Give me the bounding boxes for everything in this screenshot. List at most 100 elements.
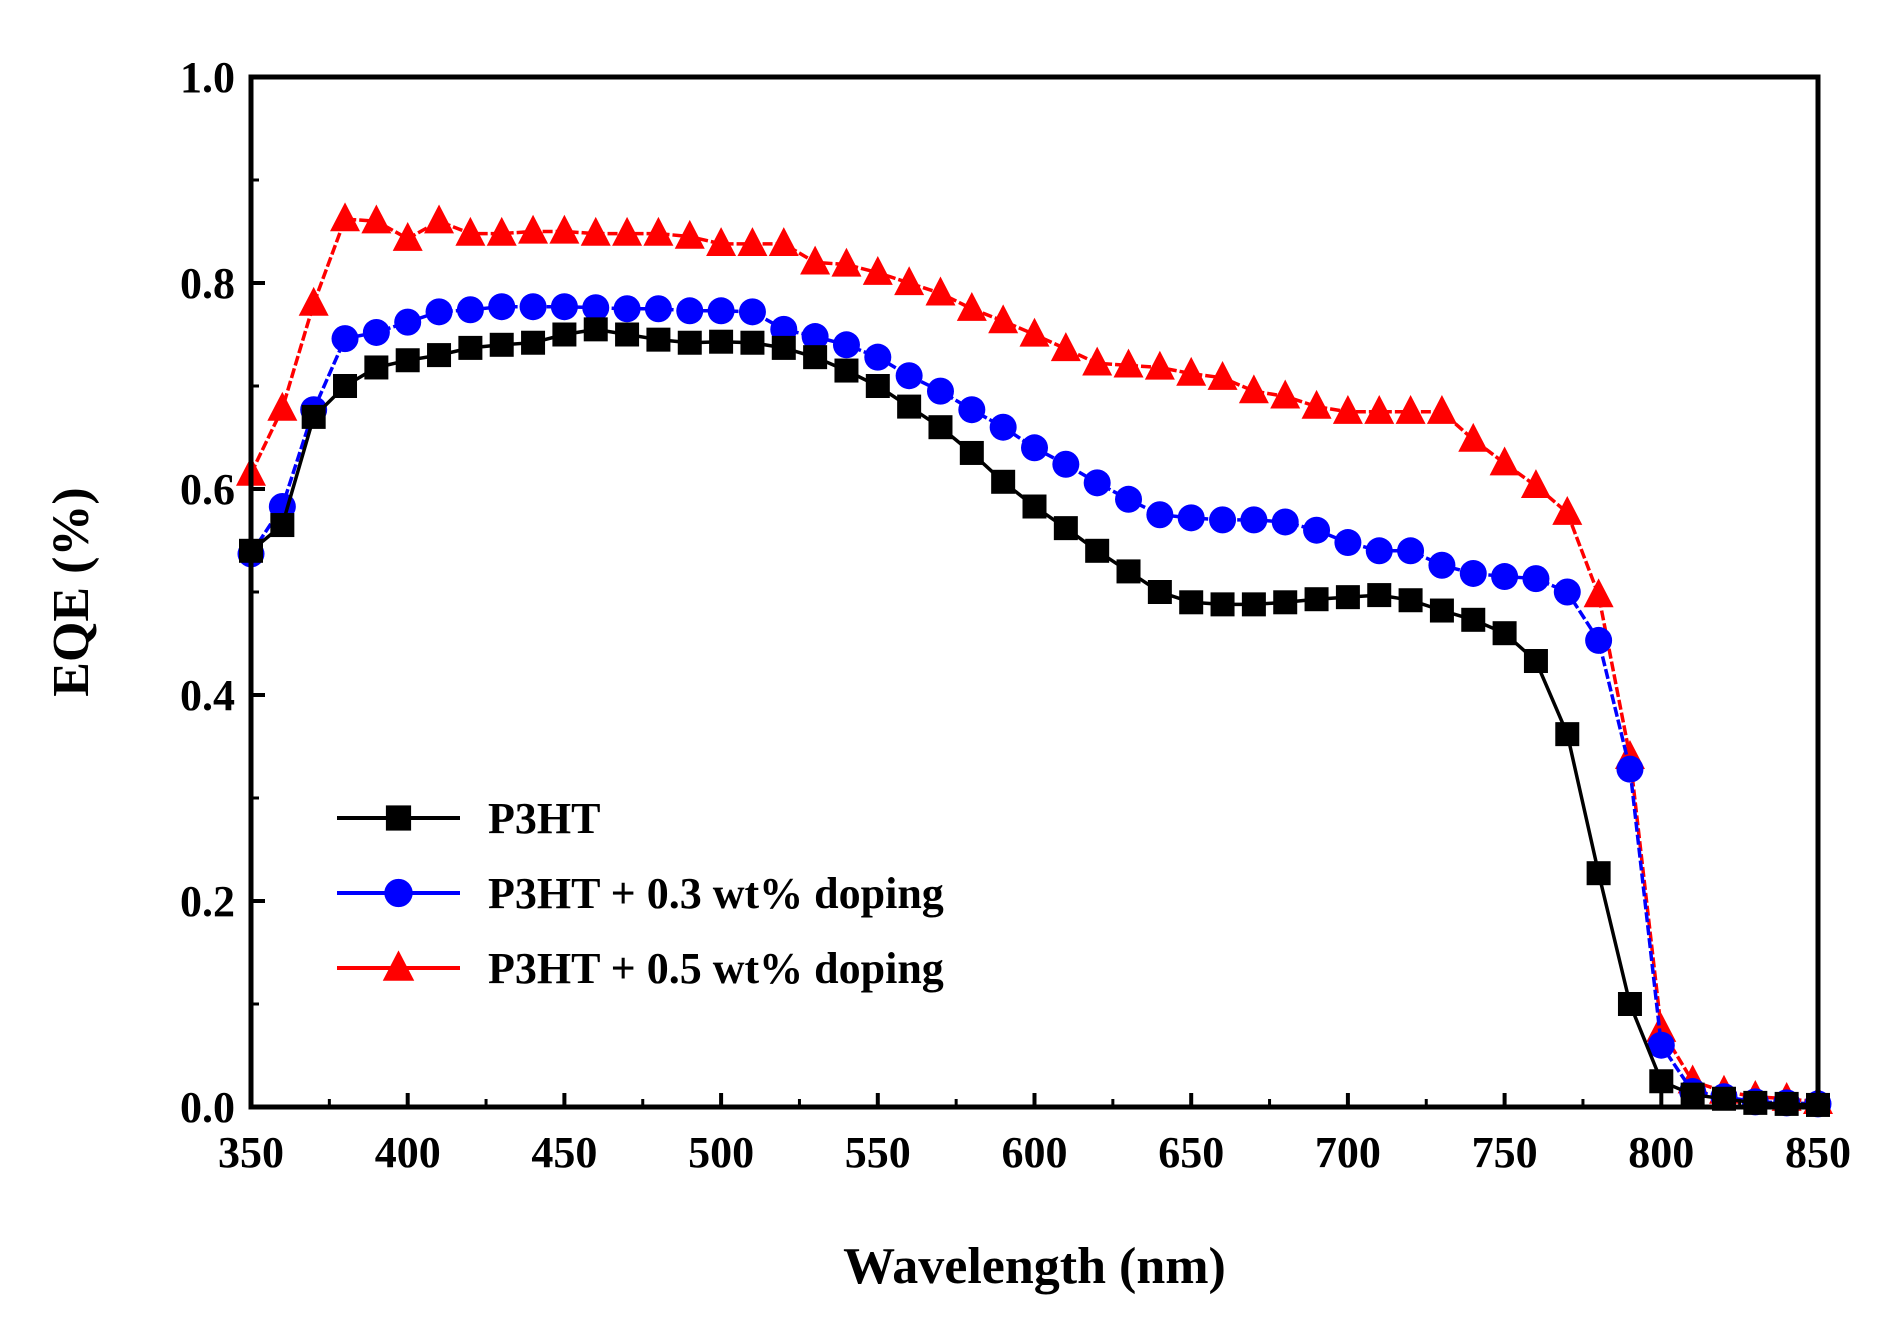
series-line: [249, 304, 1819, 1106]
data-point: [362, 318, 390, 346]
data-point: [677, 330, 702, 355]
data-point: [364, 355, 389, 380]
data-point: [331, 325, 359, 353]
data-point: [706, 227, 737, 257]
y-tick-label: 0.4: [180, 671, 235, 720]
data-point: [1083, 469, 1111, 497]
data-point: [801, 323, 829, 351]
data-point: [1552, 495, 1583, 525]
data-point: [1461, 607, 1486, 632]
data-point: [458, 335, 483, 360]
data-point: [582, 294, 610, 322]
data-point: [583, 317, 608, 342]
data-point: [989, 413, 1017, 441]
data-point: [1459, 559, 1487, 587]
legend-marker-circle: [384, 878, 413, 908]
data-point: [1210, 592, 1235, 617]
series-layer: [236, 202, 1833, 1118]
data-point: [1019, 317, 1050, 347]
series-square: [239, 317, 1830, 1117]
data-point: [424, 204, 455, 234]
x-tick-label: 600: [1002, 1128, 1068, 1177]
data-point: [1303, 516, 1331, 544]
data-point: [613, 295, 641, 323]
data-point: [1052, 450, 1080, 478]
data-point: [330, 202, 361, 232]
data-point: [1053, 516, 1078, 541]
data-point: [1332, 395, 1363, 424]
data-point: [956, 292, 987, 321]
data-point: [456, 296, 484, 324]
data-point: [521, 330, 546, 355]
data-point: [1585, 626, 1613, 654]
x-tick-label: 400: [375, 1128, 441, 1177]
data-point: [897, 394, 922, 419]
data-point: [1021, 434, 1048, 462]
data-point: [1273, 590, 1298, 615]
data-point: [862, 255, 893, 285]
data-point: [1491, 563, 1519, 591]
data-point: [518, 214, 549, 244]
data-point: [1367, 583, 1392, 608]
data-point: [267, 391, 298, 421]
data-point: [1649, 1069, 1674, 1094]
data-point: [1113, 348, 1144, 378]
data-point: [895, 362, 923, 390]
data-point: [1082, 346, 1113, 376]
data-point: [1617, 992, 1642, 1016]
data-point: [395, 348, 420, 373]
data-point: [1555, 722, 1580, 747]
data-point: [392, 221, 423, 251]
data-point: [1334, 529, 1362, 557]
data-point: [1304, 587, 1329, 612]
data-point: [1270, 379, 1301, 409]
data-point: [1335, 585, 1360, 610]
data-point: [1364, 395, 1395, 424]
data-point: [1177, 504, 1205, 532]
data-point: [1271, 508, 1299, 536]
data-point: [615, 322, 640, 347]
data-point: [740, 330, 765, 355]
x-tick-label: 550: [845, 1128, 911, 1177]
legend: P3HT P3HT + 0.3 wt% doping P3HT + 0.5 wt% …: [337, 794, 944, 993]
x-tick-label: 650: [1158, 1128, 1224, 1177]
data-point: [925, 276, 956, 306]
data-point: [1523, 649, 1548, 674]
data-point: [1583, 578, 1614, 608]
data-point: [1176, 356, 1207, 386]
data-point: [1022, 494, 1047, 519]
data-point: [1458, 422, 1489, 452]
data-point: [549, 214, 580, 244]
y-tick-label: 1.0: [180, 53, 235, 102]
data-point: [709, 329, 734, 354]
data-point: [1553, 578, 1581, 606]
data-point: [1489, 446, 1520, 476]
data-point: [1147, 580, 1172, 604]
data-point: [301, 404, 326, 429]
data-point: [1395, 395, 1426, 424]
data-point: [488, 293, 516, 321]
data-point: [1426, 395, 1457, 424]
data-point: [427, 343, 452, 368]
data-point: [1522, 565, 1550, 593]
data-point: [1207, 361, 1238, 390]
data-point: [1680, 1082, 1705, 1107]
series-line: [249, 217, 1819, 1104]
data-point: [988, 304, 1019, 334]
data-point: [519, 293, 547, 321]
data-point: [361, 204, 392, 234]
data-point: [864, 343, 892, 371]
x-tick-label: 700: [1315, 1128, 1381, 1177]
data-point: [865, 374, 890, 398]
x-tick-label: 800: [1628, 1128, 1694, 1177]
data-point: [834, 358, 859, 383]
data-point: [1365, 537, 1393, 565]
data-point: [1115, 485, 1143, 513]
data-point: [803, 345, 828, 370]
data-point: [643, 216, 674, 246]
data-point: [1429, 598, 1454, 623]
data-point: [1301, 389, 1332, 419]
legend-marker-triangle: [382, 950, 415, 981]
data-point: [1398, 588, 1423, 613]
data-point: [1146, 501, 1174, 529]
